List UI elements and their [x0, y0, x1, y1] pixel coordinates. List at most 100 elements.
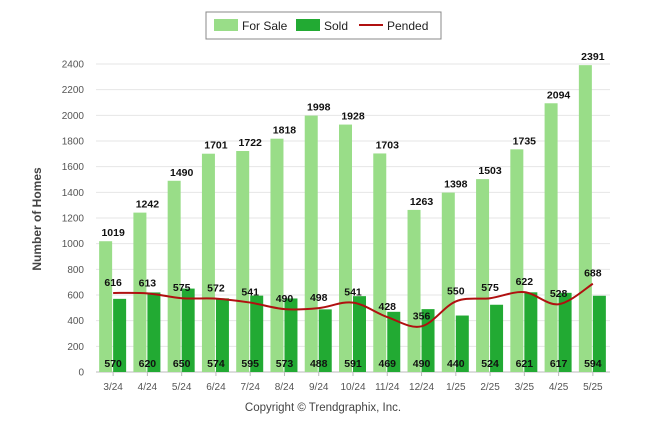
bar-for-sale [339, 124, 352, 372]
bar-sold [250, 295, 264, 372]
bar-sold [318, 309, 332, 372]
bar-sold [387, 311, 401, 372]
bar-sold [284, 298, 298, 372]
x-tick-label: 7/24 [240, 382, 260, 393]
label-pended: 550 [447, 285, 465, 297]
label-pended: 622 [516, 276, 534, 288]
x-tick-label: 2/25 [480, 382, 500, 393]
bar-for-sale [476, 179, 490, 372]
label-pended: 541 [241, 287, 259, 299]
y-tick-label: 800 [67, 265, 84, 276]
y-tick-label: 600 [67, 291, 84, 302]
label-sold: 594 [584, 358, 602, 370]
bar-for-sale [201, 153, 215, 372]
label-for-sale: 1735 [513, 135, 537, 147]
label-sold: 620 [139, 358, 157, 370]
bar-for-sale [236, 151, 250, 372]
bar-sold [524, 292, 538, 372]
y-tick-label: 1800 [62, 137, 85, 148]
label-for-sale: 1928 [341, 111, 365, 123]
bar-for-sale [304, 115, 318, 372]
bar-sold [558, 292, 572, 372]
label-sold: 488 [310, 358, 328, 370]
label-sold: 524 [481, 358, 499, 370]
label-for-sale: 1242 [136, 199, 160, 211]
label-pended: 575 [481, 282, 499, 294]
label-pended: 490 [276, 293, 294, 305]
y-tick-label: 400 [67, 316, 84, 327]
label-sold: 591 [344, 358, 362, 370]
label-for-sale: 1490 [170, 167, 194, 179]
y-axis-ticks: 0 200 400 600 800 1000 1200 1400 1600 1800 2000 220… [62, 60, 85, 379]
label-for-sale: 2391 [581, 51, 605, 63]
x-tick-label: 6/24 [206, 382, 226, 393]
label-pended: 572 [207, 283, 225, 295]
x-tick-label: 4/24 [138, 382, 158, 393]
bar-for-sale [373, 153, 387, 372]
y-tick-label: 1000 [62, 239, 85, 250]
bar-sold [353, 296, 366, 372]
legend-box [205, 11, 442, 40]
label-pended: 498 [310, 292, 328, 304]
label-sold: 490 [413, 358, 431, 370]
bar-for-sale [270, 138, 284, 372]
label-sold: 595 [241, 358, 259, 370]
x-tick-label: 12/24 [409, 382, 434, 393]
label-for-sale: 1398 [444, 179, 468, 191]
legend-label-pended: Pended [387, 19, 428, 33]
legend-label-sold: Sold [324, 19, 348, 33]
label-sold: 440 [447, 358, 465, 370]
label-sold: 621 [516, 358, 534, 370]
label-for-sale: 1818 [273, 125, 297, 137]
label-pended: 575 [173, 282, 191, 294]
x-axis-ticks: 3/24 4/24 5/24 6/24 7/24 8/24 9/24 10/24 11/24 12… [103, 372, 603, 393]
copyright-text: Copyright © Trendgraphix, Inc. [244, 402, 402, 414]
label-for-sale: 1701 [204, 140, 228, 152]
label-for-sale: 1998 [307, 102, 331, 114]
label-for-sale: 1722 [239, 137, 263, 149]
y-tick-label: 2200 [62, 85, 85, 96]
label-for-sale: 1263 [410, 196, 434, 208]
bar-for-sale [578, 65, 592, 372]
label-for-sale: 2094 [547, 89, 571, 101]
bar-sold [113, 298, 127, 372]
x-tick-label: 5/25 [583, 382, 603, 393]
label-pended: 688 [584, 268, 602, 280]
label-sold: 469 [379, 358, 397, 370]
label-for-sale: 1703 [376, 139, 400, 151]
bar-sold [181, 288, 195, 372]
bar-for-sale [544, 103, 558, 373]
y-tick-label: 200 [67, 342, 84, 353]
x-tick-label: 1/25 [446, 382, 466, 393]
bar-for-sale [99, 241, 113, 372]
y-tick-label: 1200 [62, 214, 85, 225]
data-labels: 1019 570 616 1242 620 613 1490 650 575 1701 574 572… [101, 51, 604, 370]
bar-sold [490, 304, 504, 372]
x-tick-label: 4/25 [549, 382, 569, 393]
x-tick-label: 3/24 [103, 382, 123, 393]
legend-label-for-sale: For Sale [242, 19, 288, 33]
bar-sold [147, 292, 161, 372]
y-tick-label: 0 [78, 368, 84, 379]
legend-swatch-sold [296, 19, 320, 31]
bar-for-sale [407, 209, 421, 372]
bar-for-sale [167, 180, 181, 372]
label-sold: 573 [276, 358, 294, 370]
label-pended: 613 [139, 277, 157, 289]
bar-sold [592, 295, 606, 372]
x-tick-label: 9/24 [309, 382, 329, 393]
label-sold: 650 [173, 358, 191, 370]
y-tick-label: 2000 [62, 111, 85, 122]
label-sold: 574 [207, 358, 225, 370]
legend-swatch-for-sale [214, 19, 238, 31]
label-sold: 570 [104, 358, 122, 370]
label-pended: 528 [550, 288, 568, 300]
label-for-sale: 1019 [101, 227, 125, 239]
y-axis-label: Number of Homes [30, 167, 44, 271]
label-pended: 541 [344, 287, 362, 299]
x-tick-label: 11/24 [375, 382, 400, 393]
bar-sold [215, 298, 229, 372]
y-tick-label: 2400 [62, 60, 85, 71]
label-for-sale: 1503 [478, 165, 502, 177]
x-tick-label: 3/25 [515, 382, 535, 393]
